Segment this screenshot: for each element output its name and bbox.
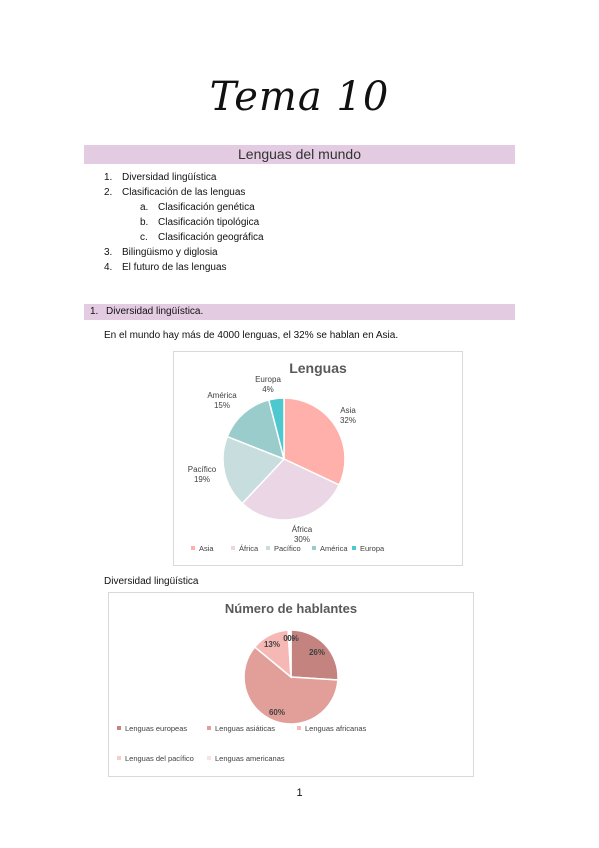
slice-category-label: Pacífico: [188, 465, 217, 474]
section-number: 1.: [90, 306, 99, 317]
legend-swatch: [117, 756, 121, 760]
languages-legend-entry: África: [239, 544, 259, 553]
slice-value-label: 0%: [283, 634, 295, 643]
speakers-pie-slice: [290, 629, 339, 681]
legend-swatch: [117, 726, 121, 730]
speakers-legend-entry: Lenguas del pacífico: [125, 754, 194, 763]
slice-value-label: 32%: [340, 416, 356, 425]
section-heading: 1. Diversidad lingüística.: [84, 304, 515, 320]
toc-text: Diversidad lingüística: [122, 172, 217, 183]
languages-pie-slice: [267, 397, 285, 460]
toc-text: Bilingüismo y diglosia: [122, 247, 218, 258]
slice-value-label: 30%: [294, 535, 310, 544]
chart-title: Número de hablantes: [225, 601, 357, 616]
document-title: Tema 10: [209, 74, 390, 120]
speakers-pie-slice: [243, 645, 339, 725]
legend-swatch: [207, 756, 211, 760]
languages-legend-entry: Pacífico: [274, 544, 301, 553]
slice-value-label: 60%: [269, 708, 285, 717]
toc-subitem: b. Clasificación tipológica: [140, 217, 259, 228]
section-banner: Lenguas del mundo: [84, 145, 515, 164]
legend-swatch: [352, 546, 356, 550]
speakers-pie-svg: Número de hablantes26%60%13%0%0%Lenguas …: [117, 601, 367, 763]
legend-swatch: [297, 726, 301, 730]
toc-number: a.: [140, 202, 149, 213]
speakers-legend-entry: Lenguas africanas: [305, 724, 367, 733]
languages-legend-entry: Asia: [199, 544, 214, 553]
speakers-pie-slice: [288, 629, 292, 678]
legend-swatch: [266, 546, 270, 550]
languages-pie-slice: [241, 458, 341, 521]
toc-item: 3. Bilingüismo y diglosia: [104, 247, 218, 258]
speakers-legend-entry: Lenguas europeas: [125, 724, 187, 733]
speakers-legend-entry: Lenguas americanas: [215, 754, 285, 763]
slice-value-label: 13%: [264, 640, 280, 649]
toc-text: Clasificación genética: [158, 202, 255, 213]
slice-category-label: Asia: [340, 406, 356, 415]
toc-number: 4.: [104, 262, 113, 273]
toc-text: El futuro de las lenguas: [122, 262, 227, 273]
languages-pie-svg: LenguasAsia32%África30%Pacífico19%Améric…: [188, 360, 385, 553]
toc-subitem: a. Clasificación genética: [140, 202, 255, 213]
chart-caption: Diversidad lingüística: [104, 576, 199, 587]
section-heading-text: Diversidad lingüística.: [106, 306, 204, 317]
page-number: 1: [296, 787, 303, 799]
toc-number: 1.: [104, 172, 113, 183]
languages-pie-slice: [226, 399, 286, 461]
toc-item: 1. Diversidad lingüística: [104, 172, 217, 183]
toc-number: c.: [140, 232, 148, 243]
languages-legend-entry: Europa: [360, 544, 385, 553]
languages-pie-slice: [283, 397, 346, 486]
slice-value-label: 26%: [309, 648, 325, 657]
legend-swatch: [312, 546, 316, 550]
speakers-chart: Número de hablantes 26% 60% 13% 0% 0% Lenguas …: [108, 592, 474, 777]
slice-value-label: 15%: [214, 401, 230, 410]
legend-swatch: [191, 546, 195, 550]
toc-number: 3.: [104, 247, 113, 258]
slice-value-label: 4%: [262, 385, 274, 394]
toc-item: 2. Clasificación de las lenguas: [104, 187, 245, 198]
legend-swatch: [231, 546, 235, 550]
toc-number: 2.: [104, 187, 113, 198]
slice-category-label: América: [207, 391, 237, 400]
speakers-legend-entry: Lenguas asiáticas: [215, 724, 275, 733]
slice-category-label: Europa: [255, 375, 281, 384]
toc-item: 4. El futuro de las lenguas: [104, 262, 227, 273]
toc-text: Clasificación de las lenguas: [122, 187, 246, 198]
toc-text: Clasificación geográfica: [158, 232, 264, 243]
toc-subitem: c. Clasificación geográfica: [140, 232, 264, 243]
slice-value-label: 19%: [194, 475, 210, 484]
legend-swatch: [207, 726, 211, 730]
toc-text: Clasificación tipológica: [158, 217, 260, 228]
toc-number: b.: [140, 217, 149, 228]
languages-chart: Lenguas Asia 32% África 30% Pacífico 19% Améric…: [173, 351, 463, 566]
slice-category-label: África: [292, 525, 313, 534]
slice-value-label: 0%: [287, 634, 299, 643]
intro-paragraph: En el mundo hay más de 4000 lenguas, el …: [104, 330, 399, 341]
chart-title: Lenguas: [289, 360, 347, 376]
languages-legend-entry: América: [320, 544, 348, 553]
